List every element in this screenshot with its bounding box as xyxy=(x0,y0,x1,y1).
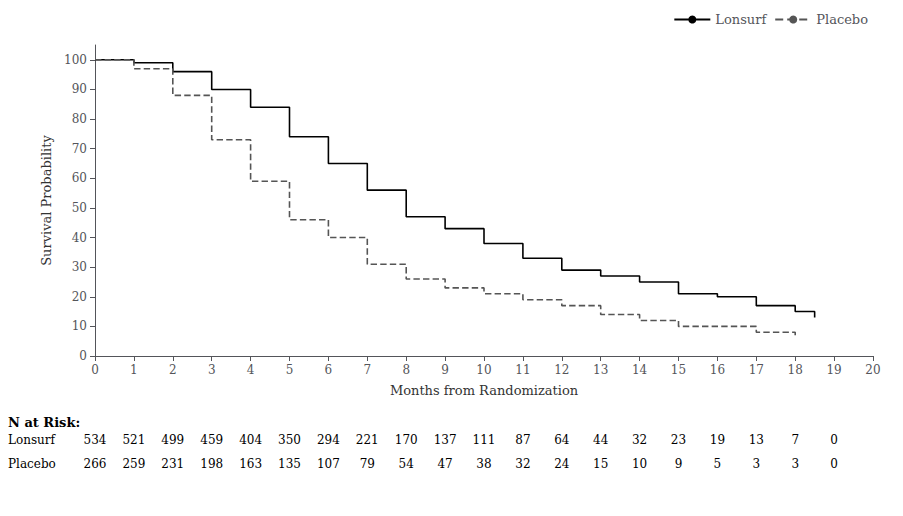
svg-text:19: 19 xyxy=(710,433,725,447)
svg-text:Placebo: Placebo xyxy=(816,12,868,27)
svg-text:32: 32 xyxy=(632,433,647,447)
svg-text:4: 4 xyxy=(247,363,255,377)
svg-text:19: 19 xyxy=(826,363,841,377)
svg-text:18: 18 xyxy=(788,363,803,377)
svg-text:17: 17 xyxy=(749,363,764,377)
svg-text:70: 70 xyxy=(72,142,87,156)
svg-text:Months from Randomization: Months from Randomization xyxy=(390,383,579,398)
svg-text:Placebo: Placebo xyxy=(8,457,56,471)
svg-text:0: 0 xyxy=(830,433,838,447)
svg-text:64: 64 xyxy=(554,433,570,447)
svg-text:350: 350 xyxy=(278,433,301,447)
svg-text:47: 47 xyxy=(437,457,452,471)
svg-text:30: 30 xyxy=(72,260,87,274)
svg-text:80: 80 xyxy=(72,112,87,126)
svg-text:3: 3 xyxy=(208,363,216,377)
svg-text:10: 10 xyxy=(632,457,647,471)
svg-text:7: 7 xyxy=(363,363,371,377)
svg-text:294: 294 xyxy=(317,433,340,447)
svg-text:32: 32 xyxy=(515,457,530,471)
svg-text:534: 534 xyxy=(84,433,107,447)
svg-text:N at Risk:: N at Risk: xyxy=(8,415,80,430)
svg-text:499: 499 xyxy=(161,433,184,447)
svg-text:90: 90 xyxy=(72,82,87,96)
svg-text:5: 5 xyxy=(714,457,722,471)
svg-text:9: 9 xyxy=(441,363,449,377)
svg-text:Lonsurf: Lonsurf xyxy=(8,433,57,447)
svg-text:459: 459 xyxy=(200,433,223,447)
svg-text:54: 54 xyxy=(399,457,415,471)
svg-text:231: 231 xyxy=(161,457,184,471)
svg-text:2: 2 xyxy=(169,363,177,377)
svg-text:14: 14 xyxy=(632,363,648,377)
svg-text:15: 15 xyxy=(593,457,608,471)
svg-text:12: 12 xyxy=(554,363,569,377)
svg-text:50: 50 xyxy=(72,201,87,215)
svg-text:13: 13 xyxy=(593,363,608,377)
svg-text:135: 135 xyxy=(278,457,301,471)
svg-text:6: 6 xyxy=(325,363,333,377)
svg-text:3: 3 xyxy=(752,457,760,471)
svg-text:137: 137 xyxy=(434,433,457,447)
svg-text:60: 60 xyxy=(72,171,87,185)
svg-text:170: 170 xyxy=(395,433,418,447)
svg-text:8: 8 xyxy=(402,363,410,377)
svg-text:521: 521 xyxy=(122,433,145,447)
svg-text:107: 107 xyxy=(317,457,340,471)
svg-text:20: 20 xyxy=(72,290,87,304)
svg-text:3: 3 xyxy=(791,457,799,471)
svg-text:44: 44 xyxy=(593,433,609,447)
svg-text:11: 11 xyxy=(515,363,530,377)
svg-text:16: 16 xyxy=(710,363,725,377)
svg-text:79: 79 xyxy=(360,457,375,471)
svg-text:111: 111 xyxy=(473,433,496,447)
svg-text:10: 10 xyxy=(72,319,87,333)
svg-text:13: 13 xyxy=(749,433,764,447)
svg-text:100: 100 xyxy=(64,53,87,67)
svg-text:40: 40 xyxy=(72,231,87,245)
svg-text:0: 0 xyxy=(79,349,87,363)
svg-text:198: 198 xyxy=(200,457,223,471)
svg-text:15: 15 xyxy=(671,363,686,377)
svg-text:10: 10 xyxy=(476,363,491,377)
svg-text:404: 404 xyxy=(239,433,262,447)
svg-text:9: 9 xyxy=(675,457,683,471)
svg-text:23: 23 xyxy=(671,433,686,447)
svg-text:0: 0 xyxy=(830,457,838,471)
svg-text:259: 259 xyxy=(122,457,145,471)
svg-text:1: 1 xyxy=(130,363,138,377)
svg-text:87: 87 xyxy=(515,433,530,447)
svg-text:20: 20 xyxy=(865,363,880,377)
svg-text:24: 24 xyxy=(554,457,570,471)
svg-text:0: 0 xyxy=(91,363,99,377)
svg-text:5: 5 xyxy=(286,363,294,377)
svg-text:163: 163 xyxy=(239,457,262,471)
svg-text:Survival Probability: Survival Probability xyxy=(39,135,54,266)
svg-text:Lonsurf: Lonsurf xyxy=(715,12,767,27)
svg-text:7: 7 xyxy=(791,433,799,447)
svg-text:221: 221 xyxy=(356,433,379,447)
svg-text:38: 38 xyxy=(476,457,491,471)
svg-text:266: 266 xyxy=(84,457,107,471)
